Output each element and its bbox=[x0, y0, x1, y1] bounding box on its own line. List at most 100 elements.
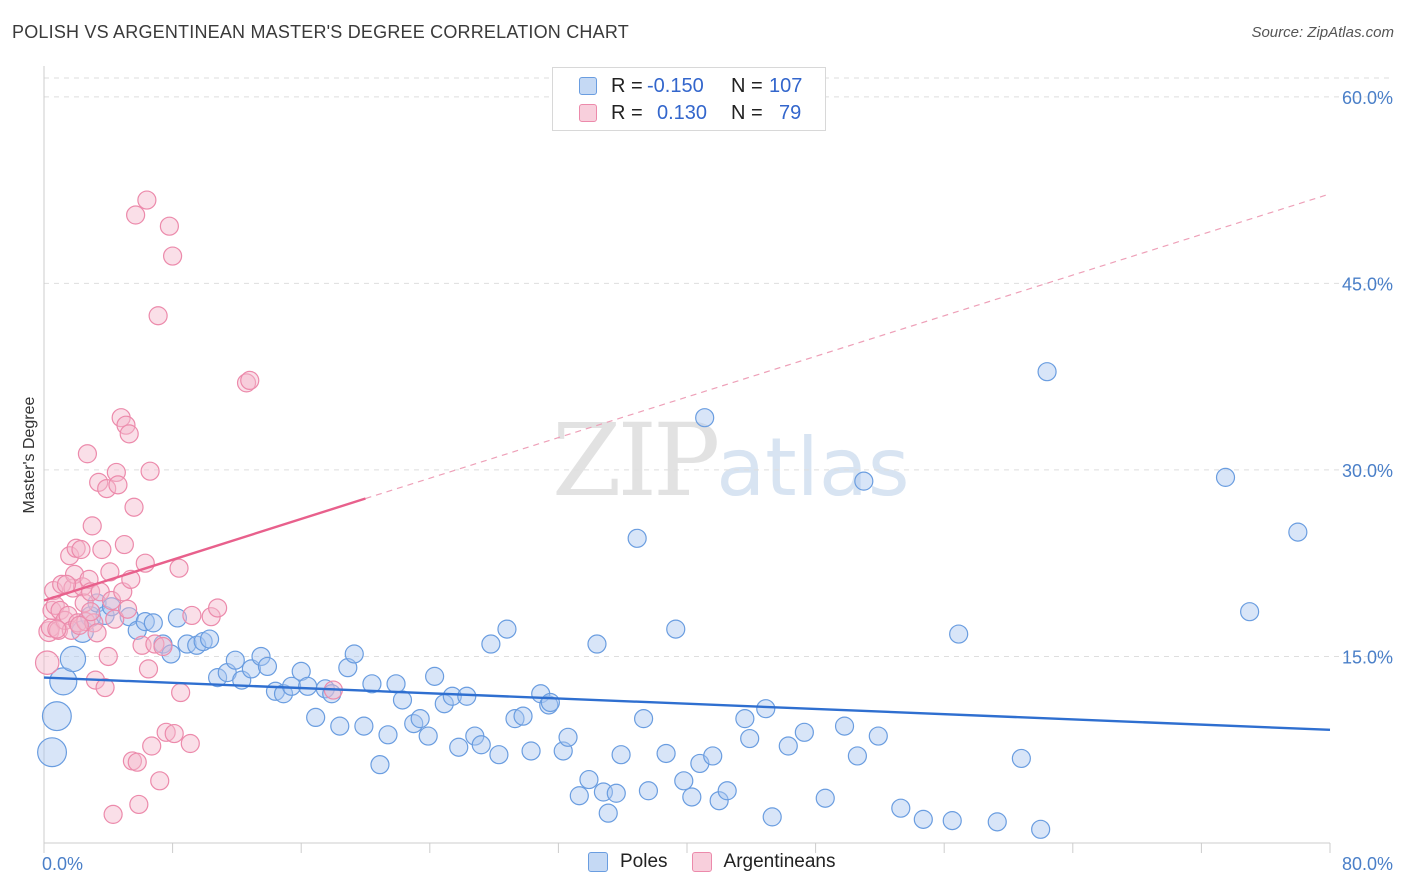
poles-point bbox=[1011, 748, 1031, 769]
argentineans-point bbox=[117, 599, 138, 619]
argentineans-point bbox=[69, 615, 89, 635]
poles-point bbox=[41, 701, 72, 732]
poles-point bbox=[177, 634, 197, 654]
watermark: ZIPatlas bbox=[552, 402, 910, 519]
poles-point bbox=[611, 745, 631, 765]
poles-point bbox=[834, 716, 855, 736]
poles-point bbox=[199, 629, 220, 649]
bottom-legend-argentineans: Argentineans bbox=[691, 851, 836, 873]
poles-point bbox=[1031, 819, 1051, 839]
poles-point bbox=[370, 755, 390, 775]
poles-point bbox=[521, 741, 541, 761]
argentineans-point bbox=[145, 634, 165, 654]
legend: R = -0.150 N = 107 R = 0.130 N = 79 bbox=[552, 67, 826, 131]
argentineans-point bbox=[171, 682, 191, 703]
poles-point bbox=[949, 624, 969, 644]
poles-point bbox=[638, 781, 659, 801]
poles-point bbox=[449, 737, 469, 757]
poles-point bbox=[101, 597, 122, 617]
y-tick-label: 15.0% bbox=[1342, 647, 1393, 667]
y-axis-title: Master's Degree bbox=[21, 396, 38, 513]
axes bbox=[43, 66, 1331, 853]
argentineans-point bbox=[129, 794, 149, 815]
argentineans-point bbox=[180, 733, 200, 754]
legend-n-value: 79 bbox=[779, 101, 802, 124]
poles-point bbox=[392, 690, 413, 710]
poles-point bbox=[656, 743, 676, 764]
argentineans-label: Argentineans bbox=[723, 851, 836, 872]
argentineans-swatch bbox=[579, 104, 597, 122]
legend-r-label: R = bbox=[611, 101, 643, 124]
argentineans-point bbox=[98, 646, 118, 667]
argentineans-point bbox=[150, 771, 170, 791]
poles-point bbox=[579, 769, 599, 790]
legend-r-label: R = bbox=[611, 74, 643, 97]
poles-point bbox=[354, 716, 374, 736]
trend-lines bbox=[43, 193, 1331, 732]
watermark-zip: ZIP bbox=[552, 402, 720, 519]
argentineans-point bbox=[100, 562, 120, 582]
poles-point bbox=[740, 728, 760, 749]
argentineans-point bbox=[114, 534, 134, 555]
poles-point bbox=[442, 686, 462, 706]
poles-point bbox=[1288, 522, 1308, 542]
poles-point bbox=[587, 634, 607, 654]
poles-point bbox=[378, 725, 398, 745]
argentineans-point bbox=[182, 605, 202, 626]
argentineans-point bbox=[156, 722, 176, 742]
argentineans-point bbox=[95, 677, 115, 698]
poles-point bbox=[143, 613, 163, 633]
poles-point bbox=[762, 807, 782, 827]
poles-point bbox=[569, 786, 589, 806]
poles-point bbox=[481, 634, 501, 654]
legend-n-value: 107 bbox=[769, 74, 803, 97]
argentineans-point bbox=[148, 306, 168, 326]
poles-point bbox=[891, 798, 911, 818]
x-tick-label: 0.0% bbox=[42, 854, 83, 874]
poles-point bbox=[666, 619, 686, 639]
argentineans-point bbox=[126, 205, 146, 225]
poles-point bbox=[362, 674, 382, 694]
poles-point bbox=[1037, 362, 1057, 382]
argentineans-point bbox=[236, 373, 257, 393]
argentineans-point bbox=[97, 478, 117, 499]
poles-point bbox=[386, 674, 406, 694]
poles-point bbox=[717, 781, 737, 801]
watermark-atlas: atlas bbox=[716, 421, 910, 514]
bottom-legend: Poles Argentineans bbox=[588, 851, 860, 873]
argentineans-point bbox=[127, 752, 147, 772]
poles-point bbox=[735, 709, 755, 729]
poles-label: Poles bbox=[620, 851, 668, 872]
poles-point bbox=[703, 746, 723, 766]
y-tick-label: 60.0% bbox=[1342, 88, 1393, 108]
poles-point bbox=[606, 783, 626, 803]
poles-point bbox=[598, 803, 618, 823]
legend-row-argentineans: R = 0.130 N = 79 bbox=[579, 101, 801, 125]
argentineans-points bbox=[34, 190, 343, 824]
argentineans-point bbox=[92, 539, 112, 560]
poles-point bbox=[306, 707, 326, 728]
poles-point bbox=[868, 726, 888, 746]
poles-point bbox=[497, 619, 517, 639]
poles-point bbox=[1215, 467, 1236, 487]
argentineans-point bbox=[163, 246, 183, 266]
poles-point bbox=[540, 692, 560, 713]
argentineans-point bbox=[164, 723, 184, 744]
poles-point bbox=[208, 668, 228, 688]
poles-point bbox=[794, 722, 814, 742]
argentineans-point bbox=[81, 602, 101, 622]
argentineans-point bbox=[142, 736, 162, 756]
poles-point bbox=[695, 408, 715, 428]
poles-point bbox=[558, 727, 578, 747]
poles-point bbox=[59, 645, 87, 673]
legend-n-label: N = bbox=[731, 74, 763, 97]
poles-point bbox=[425, 666, 445, 686]
poles-point bbox=[404, 714, 424, 734]
argentineans-trend-line bbox=[43, 497, 366, 602]
poles-point bbox=[778, 736, 798, 756]
poles-point bbox=[815, 788, 835, 808]
argentineans-point bbox=[137, 190, 157, 210]
poles-point bbox=[505, 709, 525, 729]
poles-point bbox=[251, 646, 271, 667]
